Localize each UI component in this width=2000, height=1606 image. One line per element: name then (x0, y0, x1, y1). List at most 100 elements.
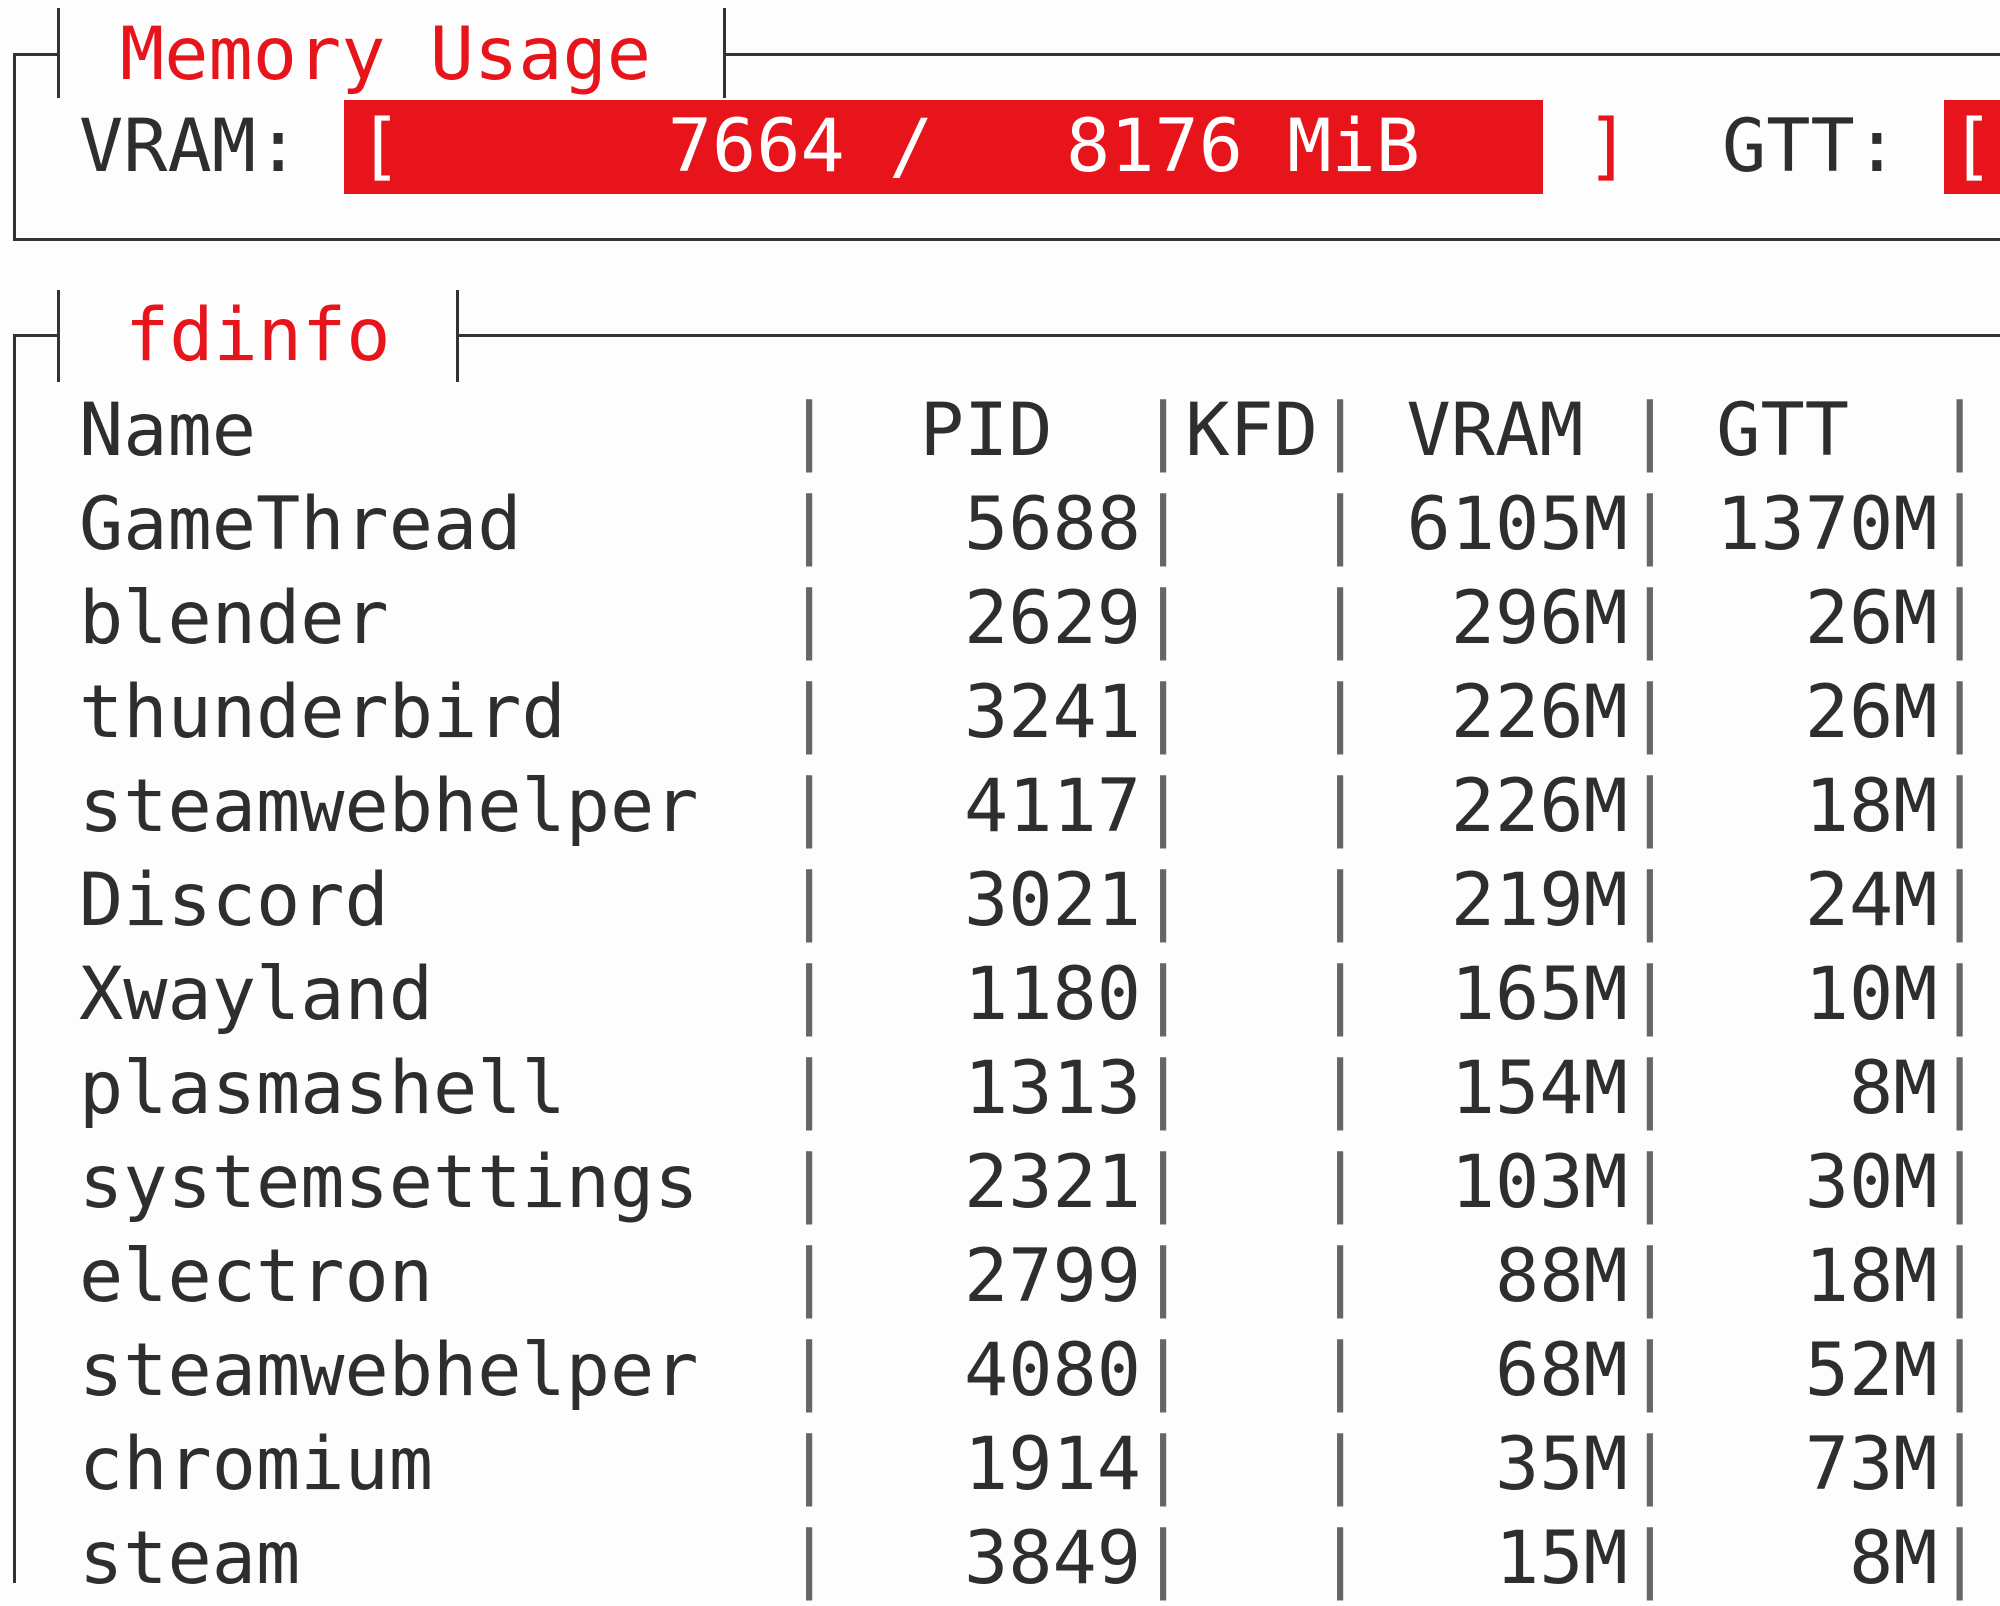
column-separator: | (1318, 1422, 1363, 1507)
process-vram: 296M (1450, 576, 1628, 661)
process-name: steamwebhelper (79, 764, 699, 849)
memory-box-top-right (723, 53, 2000, 56)
column-separator: | (787, 1140, 832, 1225)
column-separator: | (787, 1046, 832, 1131)
column-separator: | (1318, 1046, 1363, 1131)
column-separator: | (1937, 1422, 1982, 1507)
column-separator: | (1318, 764, 1363, 849)
column-header-vram: VRAM (1406, 388, 1584, 473)
process-gtt: 26M (1804, 576, 1938, 661)
process-pid: 5688 (964, 482, 1142, 567)
process-pid: 4080 (964, 1328, 1142, 1413)
vram-label: VRAM: (79, 104, 301, 189)
memory-box-top-left (13, 53, 59, 56)
process-name: systemsettings (79, 1140, 699, 1225)
process-gtt: 73M (1804, 1422, 1938, 1507)
column-separator: | (1141, 952, 1186, 1037)
process-pid: 3849 (964, 1516, 1142, 1601)
column-separator: | (1627, 858, 1673, 943)
column-separator: | (1141, 388, 1186, 473)
column-separator: | (787, 1422, 832, 1507)
column-separator: | (1627, 1140, 1673, 1225)
column-separator: | (1937, 1140, 1982, 1225)
column-separator: | (787, 482, 832, 567)
column-separator: | (1937, 1516, 1982, 1601)
process-pid: 3021 (964, 858, 1142, 943)
fdinfo-box-top-left (13, 334, 59, 337)
process-gtt: 24M (1804, 858, 1938, 943)
memory-box-bottom (13, 238, 2000, 241)
column-separator: | (1318, 482, 1363, 567)
process-name: Discord (79, 858, 389, 943)
process-gtt: 52M (1804, 1328, 1938, 1413)
column-separator: | (1141, 1046, 1186, 1131)
process-gtt: 18M (1804, 1234, 1938, 1319)
column-separator: | (1627, 388, 1673, 473)
column-separator: | (1627, 952, 1673, 1037)
process-vram: 68M (1495, 1328, 1628, 1413)
fdinfo-box-left (13, 334, 16, 1583)
process-gtt: 18M (1804, 764, 1938, 849)
column-separator: | (1937, 576, 1982, 661)
column-separator: | (1627, 1516, 1673, 1601)
column-separator: | (1318, 670, 1363, 755)
column-separator: | (1627, 1046, 1673, 1131)
process-name: thunderbird (79, 670, 566, 755)
column-separator: | (1627, 764, 1673, 849)
process-vram: 165M (1450, 952, 1628, 1037)
column-separator: | (1627, 482, 1673, 567)
process-name: Xwayland (79, 952, 434, 1037)
process-gtt: 8M (1849, 1516, 1938, 1601)
column-separator: | (787, 952, 832, 1037)
column-separator: | (787, 1328, 832, 1413)
column-separator: | (1141, 858, 1186, 943)
column-separator: | (1937, 388, 1982, 473)
column-separator: | (1627, 576, 1673, 661)
process-pid: 2629 (964, 576, 1142, 661)
column-separator: | (1937, 482, 1982, 567)
process-name: chromium (79, 1422, 434, 1507)
column-separator: | (1318, 1140, 1363, 1225)
gtt-label: GTT: (1722, 104, 1900, 189)
column-separator: | (787, 1234, 832, 1319)
process-gtt: 1370M (1716, 482, 1938, 567)
fdinfo-title-tick-left (57, 290, 60, 382)
vram-usage-bar: [ 7664 / 8176 MiB (344, 100, 1543, 194)
process-vram: 15M (1495, 1516, 1628, 1601)
column-separator: | (1937, 858, 1982, 943)
process-name: electron (79, 1234, 434, 1319)
process-name: steamwebhelper (79, 1328, 699, 1413)
column-separator: | (1318, 1328, 1363, 1413)
column-separator: | (1141, 482, 1186, 567)
column-header-pid: PID (919, 388, 1053, 473)
process-pid: 2799 (964, 1234, 1142, 1319)
process-pid: 4117 (964, 764, 1142, 849)
process-name: plasmashell (79, 1046, 566, 1131)
column-separator: | (1937, 1234, 1982, 1319)
gtt-usage-text: [ (1950, 104, 1995, 189)
column-separator: | (787, 764, 832, 849)
process-pid: 2321 (964, 1140, 1142, 1225)
column-separator: | (1627, 1234, 1673, 1319)
column-separator: | (1627, 670, 1673, 755)
column-separator: | (1937, 1328, 1982, 1413)
process-gtt: 30M (1804, 1140, 1938, 1225)
process-vram: 103M (1450, 1140, 1628, 1225)
process-vram: 154M (1450, 1046, 1628, 1131)
column-separator: | (1318, 388, 1363, 473)
column-separator: | (787, 1516, 832, 1601)
process-name: blender (79, 576, 389, 661)
process-pid: 1914 (964, 1422, 1142, 1507)
column-separator: | (1318, 576, 1363, 661)
column-separator: | (787, 576, 832, 661)
column-separator: | (1141, 1516, 1186, 1601)
column-separator: | (1141, 1140, 1186, 1225)
gtt-usage-bar: [ (1944, 100, 2000, 194)
column-separator: | (787, 670, 832, 755)
column-separator: | (1627, 1422, 1673, 1507)
process-vram: 88M (1495, 1234, 1628, 1319)
column-separator: | (1141, 1234, 1186, 1319)
memory-usage-title: Memory Usage (120, 12, 652, 97)
process-pid: 1313 (964, 1046, 1142, 1131)
column-separator: | (1937, 952, 1982, 1037)
